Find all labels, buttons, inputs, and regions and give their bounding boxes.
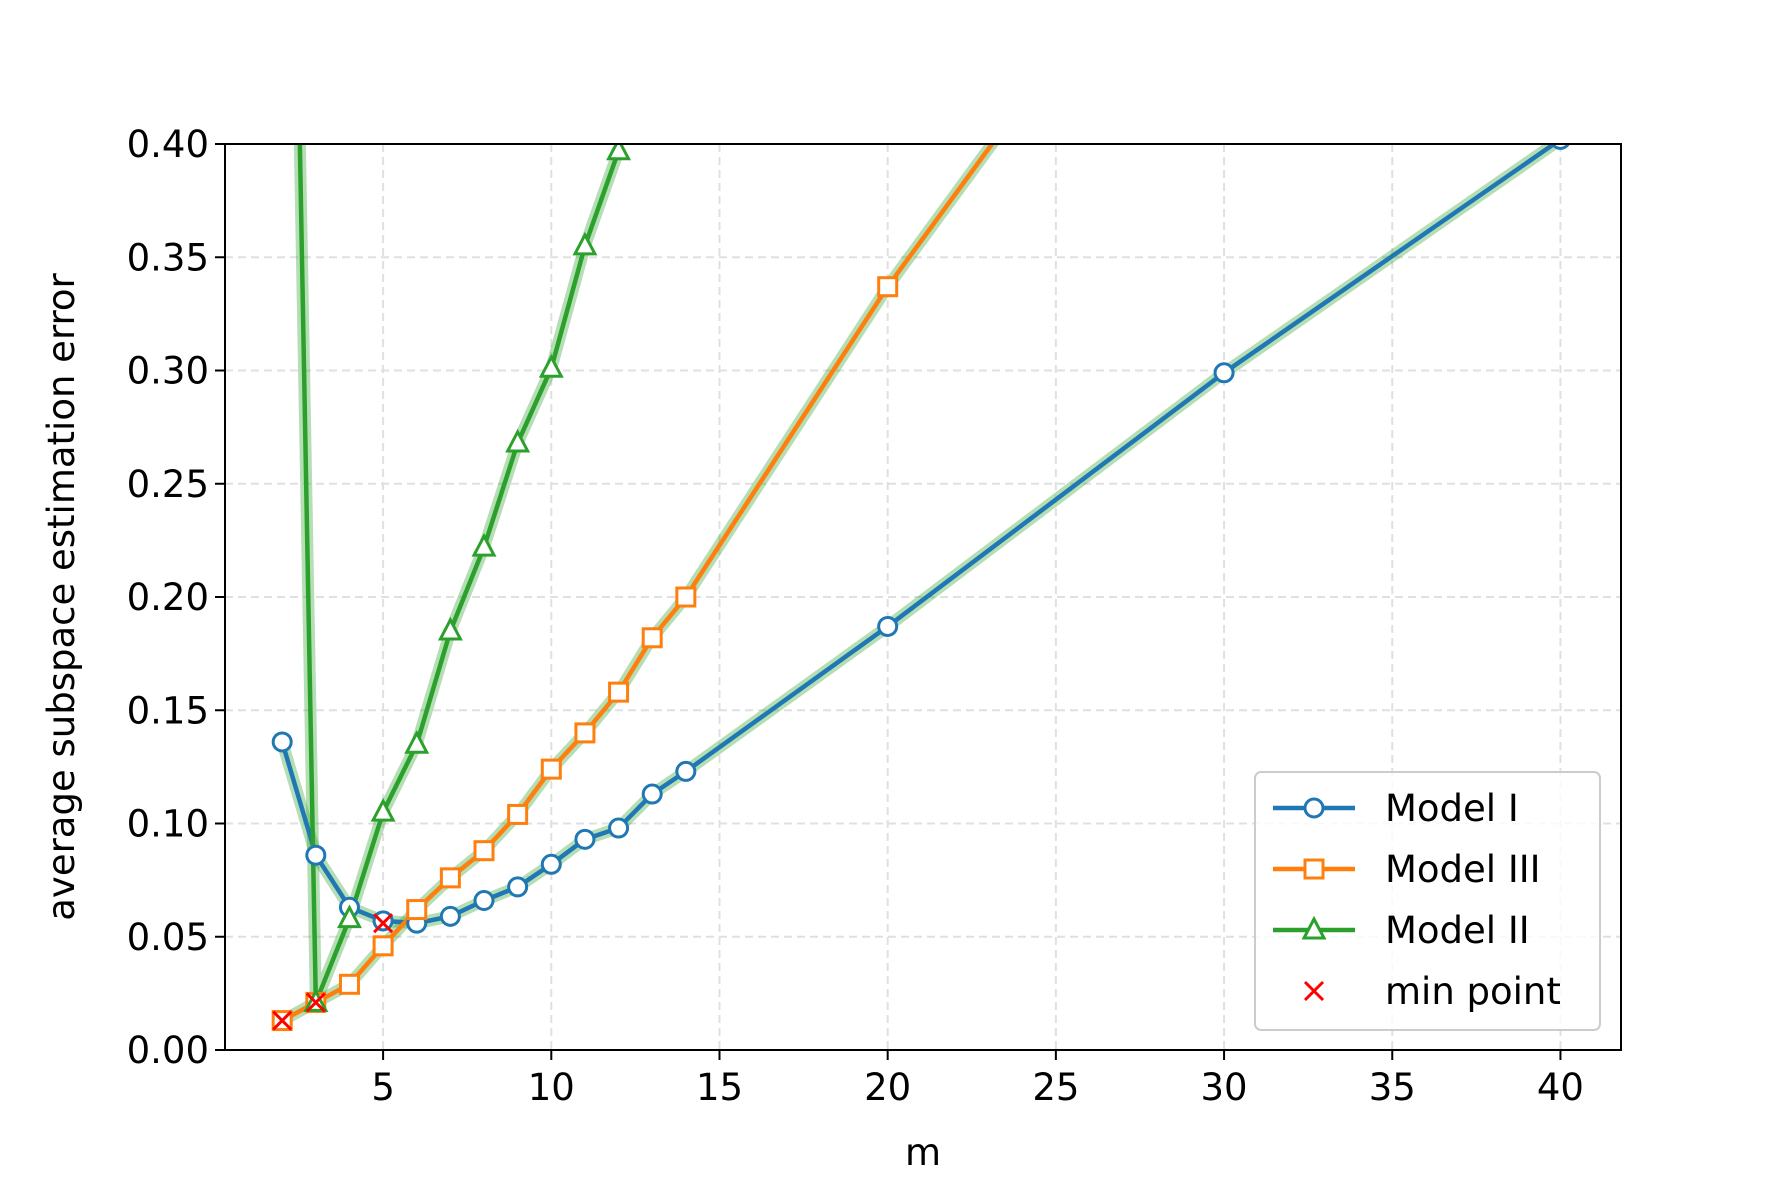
y-tick-label: 0.00: [127, 1029, 209, 1072]
legend-marker: [1303, 797, 1325, 819]
marker-model-ii: [471, 532, 497, 557]
marker-model-iii: [439, 867, 461, 889]
y-tick-label: 0.05: [127, 916, 209, 959]
marker-model-ii: [572, 231, 598, 256]
min-point-marker: [305, 992, 326, 1013]
y-tick-label: 0.40: [127, 123, 209, 166]
min-point-marker: [373, 913, 394, 934]
x-tick-label: 15: [696, 1066, 743, 1109]
marker-model-i: [473, 890, 495, 912]
marker-model-ii: [437, 616, 463, 641]
marker-model-i: [1550, 144, 1570, 150]
marker-model-i: [507, 876, 529, 898]
y-axis-label: average subspace estimation error: [40, 272, 83, 920]
y-tick-label: 0.15: [127, 689, 209, 732]
x-axis-ticks: 5 10 15 20 25 30 35 40: [371, 1050, 1584, 1109]
x-marker-stroke: [1303, 980, 1325, 1002]
legend: Model I Model III Model II min point: [1254, 771, 1601, 1031]
x-axis-label: m: [905, 1131, 941, 1174]
legend-label: Model I: [1385, 787, 1519, 830]
legend-entry: min point: [1303, 970, 1561, 1013]
marker-model-iii: [608, 681, 630, 703]
y-tick-label: 0.10: [127, 803, 209, 846]
marker-model-ii: [606, 144, 632, 161]
marker-model-i: [675, 760, 697, 782]
marker-model-iii: [641, 627, 663, 649]
legend-label: Model II: [1385, 909, 1530, 952]
y-tick-label: 0.30: [127, 350, 209, 393]
legend-marker: [1303, 858, 1325, 880]
legend-box: [1254, 771, 1601, 1031]
y-tick-label: 0.25: [127, 463, 209, 506]
marker-model-i: [439, 905, 461, 927]
marker-model-ii: [404, 730, 430, 754]
marker-model-iii: [406, 899, 428, 921]
marker-model-i: [641, 783, 663, 805]
marker-model-i: [574, 828, 596, 850]
x-marker-stroke: [272, 1010, 293, 1031]
x-tick-label: 35: [1369, 1066, 1416, 1109]
legend-entry: Model II: [1273, 909, 1530, 952]
marker-model-iii: [338, 973, 360, 995]
marker-model-i: [1213, 362, 1235, 384]
x-tick-label: 40: [1537, 1066, 1584, 1109]
marker-model-iii: [507, 803, 529, 825]
legend-entry: Model III: [1273, 848, 1541, 891]
x-tick-label: 30: [1201, 1066, 1248, 1109]
marker-model-i: [608, 817, 630, 839]
marker-model-ii: [370, 797, 396, 822]
marker-model-ii: [538, 354, 564, 378]
marker-model-i: [372, 910, 394, 932]
marker-model-iii: [540, 758, 562, 780]
marker-model-iii: [372, 935, 394, 957]
line-model-i: [280, 144, 1558, 926]
y-axis-ticks: 0.00 0.05 0.10 0.15 0.20 0.25 0.30 0.35 0.40: [127, 123, 225, 1072]
marker-model-i: [305, 844, 327, 866]
min-point-marker: [272, 1010, 293, 1031]
legend-label: Model III: [1385, 848, 1541, 891]
marker-model-i: [877, 615, 899, 637]
legend-marker: [1303, 980, 1325, 1002]
marker-model-iii: [574, 722, 596, 744]
x-tick-label: 25: [1032, 1066, 1079, 1109]
marker-model-iii: [473, 840, 495, 862]
marker-model-ii: [505, 428, 531, 453]
marker-model-iii: [675, 586, 697, 608]
x-tick-label: 20: [864, 1066, 911, 1109]
marker-model-i: [271, 731, 293, 753]
legend-entry: Model I: [1273, 787, 1519, 830]
legend-marker: [1301, 915, 1327, 940]
series-markers: [271, 144, 1570, 1032]
x-marker-stroke: [373, 913, 394, 934]
marker-model-i: [540, 853, 562, 875]
x-tick-label: 5: [371, 1066, 395, 1109]
x-tick-label: 10: [528, 1066, 575, 1109]
marker-model-ii: [336, 904, 362, 929]
y-tick-label: 0.35: [127, 236, 209, 279]
y-tick-label: 0.20: [127, 576, 209, 619]
marker-model-iii: [877, 276, 899, 298]
x-marker-stroke: [305, 992, 326, 1013]
legend-label: min point: [1385, 970, 1561, 1013]
